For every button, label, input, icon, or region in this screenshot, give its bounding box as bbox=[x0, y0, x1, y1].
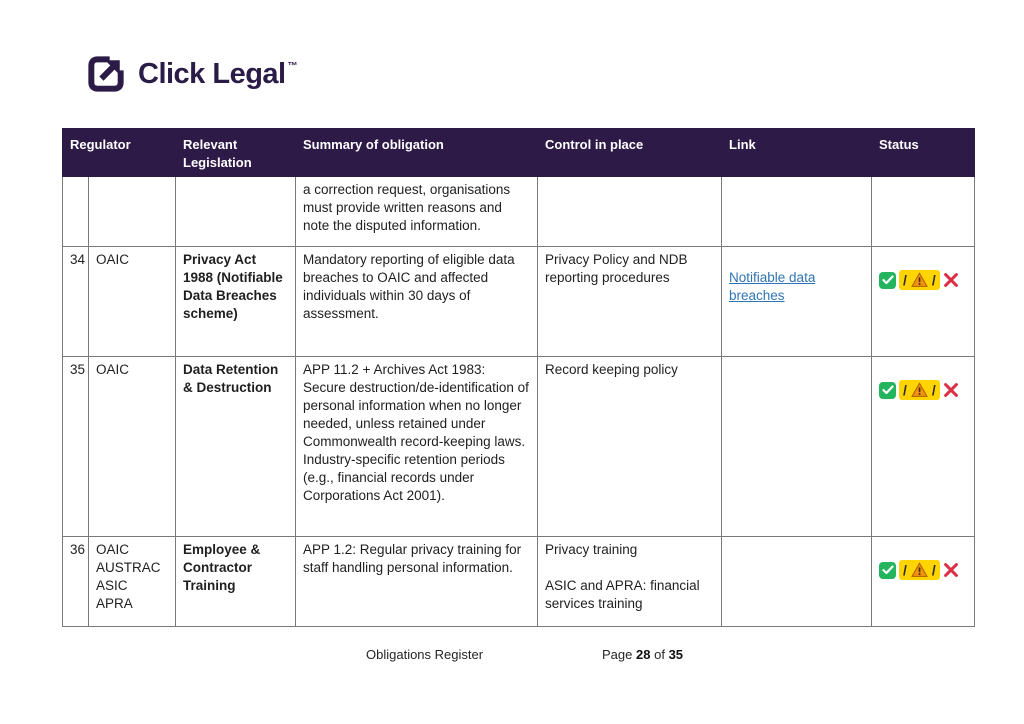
regulator-cell: OAIC bbox=[87, 356, 177, 538]
status-cell: / / bbox=[871, 356, 976, 538]
link-cell: Notifiable data breaches bbox=[721, 246, 873, 358]
warning-icon bbox=[911, 382, 928, 397]
cross-icon bbox=[943, 383, 958, 397]
table-header-row: Regulator Relevant Legislation Summary o… bbox=[61, 127, 976, 178]
of-word: of bbox=[654, 647, 665, 662]
page-number: 28 bbox=[636, 647, 651, 662]
cross-icon bbox=[943, 273, 958, 287]
control-cell: Privacy Policy and NDB reporting procedu… bbox=[537, 246, 723, 358]
status-indicator: / / bbox=[879, 560, 967, 581]
header-summary-of-obligation: Summary of obligation bbox=[295, 127, 539, 178]
check-icon bbox=[879, 271, 897, 289]
trademark-symbol: ™ bbox=[287, 60, 298, 72]
summary-cell: Mandatory reporting of eligible data bre… bbox=[295, 246, 539, 358]
header-regulator: Regulator bbox=[61, 127, 177, 178]
footer-page-indicator: Page 28 of 35 bbox=[602, 647, 683, 662]
legislation-cell: Data Retention & Destruction bbox=[175, 356, 297, 538]
legislation-cell: Employee & Contractor Training bbox=[175, 536, 297, 628]
warning-icon bbox=[911, 562, 928, 577]
legislation-cell: Privacy Act 1988 (Notifiable Data Breach… bbox=[175, 246, 297, 358]
status-cell bbox=[871, 176, 976, 248]
control-cell bbox=[537, 176, 723, 248]
logo: Click Legal ™ bbox=[84, 52, 298, 96]
table-row-35: 35 OAIC Data Retention & Destruction APP… bbox=[62, 356, 976, 538]
control-cell: Record keeping policy bbox=[537, 356, 723, 538]
status-cell: / / bbox=[871, 246, 976, 358]
control-cell: Privacy training ASIC and APRA: financia… bbox=[537, 536, 723, 628]
slash-separator: / bbox=[931, 381, 936, 398]
slash-separator: / bbox=[903, 271, 907, 288]
header-control-in-place: Control in place bbox=[537, 127, 723, 178]
status-highlight: / / bbox=[899, 380, 940, 401]
notifiable-data-breaches-link[interactable]: Notifiable data breaches bbox=[729, 270, 816, 303]
table-row-34: 34 OAIC Privacy Act 1988 (Notifiable Dat… bbox=[62, 246, 976, 358]
status-cell: / / bbox=[871, 536, 976, 628]
row-number-cell: 35 bbox=[62, 356, 89, 538]
status-highlight: / / bbox=[899, 560, 940, 581]
check-icon bbox=[879, 381, 897, 399]
header-status: Status bbox=[871, 127, 976, 178]
header-relevant-legislation: Relevant Legislation bbox=[175, 127, 297, 178]
status-indicator: / / bbox=[879, 380, 967, 401]
link-cell bbox=[721, 176, 873, 248]
row-number-cell bbox=[62, 176, 89, 248]
status-indicator: / / bbox=[879, 270, 967, 291]
check-icon bbox=[879, 561, 897, 579]
page-word: Page bbox=[602, 647, 633, 662]
footer-document-title: Obligations Register bbox=[366, 647, 484, 662]
regulator-cell: OAIC AUSTRAC ASIC APRA bbox=[87, 536, 177, 628]
summary-cell: APP 1.2: Regular privacy training for st… bbox=[295, 536, 539, 628]
link-cell bbox=[721, 536, 873, 628]
warning-icon bbox=[911, 272, 928, 287]
table-row-continuation: a correction request, organisations must… bbox=[62, 176, 976, 248]
slash-separator: / bbox=[931, 271, 936, 288]
slash-separator: / bbox=[931, 561, 936, 578]
regulator-cell: OAIC bbox=[87, 246, 177, 358]
link-cell bbox=[721, 356, 873, 538]
legislation-cell bbox=[175, 176, 297, 248]
table-row-36: 36 OAIC AUSTRAC ASIC APRA Employee & Con… bbox=[62, 536, 976, 628]
header-link: Link bbox=[721, 127, 873, 178]
logo-wordmark: Click Legal ™ bbox=[138, 57, 298, 90]
slash-separator: / bbox=[903, 381, 907, 398]
summary-cell: a correction request, organisations must… bbox=[295, 176, 539, 248]
status-highlight: / / bbox=[899, 270, 940, 291]
summary-cell: APP 11.2 + Archives Act 1983: Secure des… bbox=[295, 356, 539, 538]
slash-separator: / bbox=[903, 561, 907, 578]
cross-icon bbox=[943, 563, 958, 577]
logo-brand-text: Click Legal bbox=[138, 57, 286, 90]
row-number-cell: 34 bbox=[62, 246, 89, 358]
row-number-cell: 36 bbox=[62, 536, 89, 628]
total-pages: 35 bbox=[668, 647, 684, 662]
obligations-register-table: Regulator Relevant Legislation Summary o… bbox=[61, 127, 976, 628]
click-legal-logo-icon bbox=[88, 56, 124, 92]
regulator-cell bbox=[87, 176, 177, 248]
